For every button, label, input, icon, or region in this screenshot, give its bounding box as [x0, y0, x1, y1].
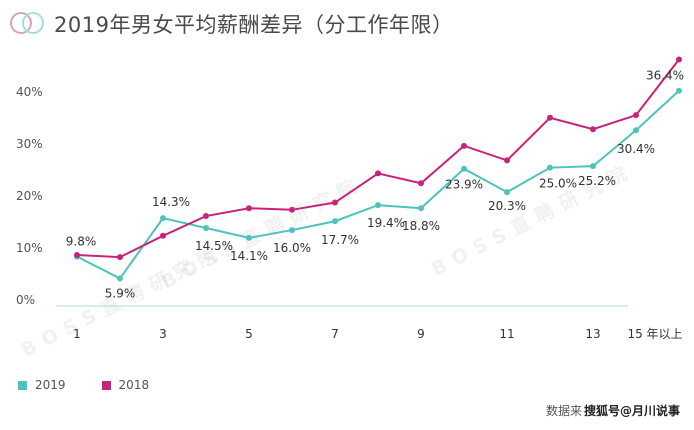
data-point-2018: [633, 112, 639, 119]
data-label-2019: 16.0%: [273, 241, 311, 255]
data-point-2018: [203, 213, 209, 220]
data-point-2018: [547, 114, 553, 121]
x-tick-label: 3: [159, 327, 167, 341]
data-point-2019: [590, 163, 596, 170]
legend-label-2018: 2018: [118, 378, 150, 392]
logo-icon: [8, 9, 48, 39]
data-point-2018: [504, 157, 510, 164]
data-label-2019: 14.1%: [230, 249, 268, 263]
data-label-2018: 36.4%: [646, 69, 684, 83]
data-point-2018: [160, 232, 166, 239]
data-label-2019: 25.0%: [539, 177, 577, 191]
chart-title: 2019年男女平均薪酬差异（分工作年限）: [54, 13, 454, 37]
data-point-2019: [160, 215, 166, 222]
data-point-2019: [246, 234, 252, 241]
data-point-2019: [203, 225, 209, 231]
data-label-2019: 25.2%: [578, 174, 616, 188]
legend-swatch-2019: [18, 380, 27, 390]
x-tick-label: 7: [331, 327, 339, 341]
data-point-2018: [375, 170, 381, 177]
data-point-2018: [246, 205, 252, 212]
data-point-2019: [547, 164, 553, 171]
data-point-2018: [74, 252, 80, 259]
x-tick-label: 5: [245, 327, 253, 341]
data-point-2018: [590, 126, 596, 133]
source-note: 数据来 搜狐号@月川说事: [546, 402, 680, 419]
x-tick-label: 11: [499, 327, 514, 341]
data-point-2018: [418, 180, 424, 187]
data-point-2018: [676, 56, 682, 63]
data-point-2019: [289, 227, 295, 234]
data-label-2019: 14.5%: [195, 239, 233, 253]
legend-label-2019: 2019: [35, 378, 66, 392]
x-tick-label: 1: [73, 327, 81, 341]
data-point-2019: [461, 165, 467, 172]
data-label-2019: 19.4%: [367, 216, 405, 230]
data-label-2019: 20.3%: [488, 199, 526, 213]
y-tick-label: 40%: [16, 85, 43, 99]
legend: 2019 2018: [18, 378, 185, 392]
data-label-2019: 30.4%: [617, 142, 655, 156]
x-tick-label: 15 年以上: [627, 327, 682, 341]
data-point-2019: [375, 202, 381, 209]
data-point-2019: [117, 275, 123, 282]
data-point-2018: [332, 199, 338, 206]
data-label-2019: 18.8%: [402, 219, 440, 233]
legend-item-2018: 2018: [101, 378, 150, 392]
data-point-2019: [504, 189, 510, 196]
data-point-2019: [332, 218, 338, 225]
y-tick-label: 0%: [16, 293, 35, 307]
data-point-2018: [289, 206, 295, 213]
y-tick-label: 20%: [16, 189, 43, 203]
x-tick-label: 13: [585, 327, 600, 341]
data-point-2019: [676, 87, 682, 94]
data-label-2019: 5.9%: [105, 286, 136, 300]
logo-circle-teal: [22, 12, 44, 34]
data-label-2019: 17.7%: [321, 233, 359, 247]
data-point-2018: [461, 142, 467, 149]
y-tick-label: 10%: [16, 241, 43, 255]
data-label-2019: 23.9%: [445, 178, 483, 192]
x-tick-label: 9: [417, 327, 425, 341]
data-point-2019: [633, 127, 639, 134]
source-text: 数据来: [545, 404, 582, 418]
title-row: 2019年男女平均薪酬差异（分工作年限）: [8, 6, 453, 42]
data-point-2018: [117, 254, 123, 261]
data-label-2019: 14.3%: [152, 195, 190, 209]
legend-swatch-2018: [101, 380, 111, 390]
legend-item-2019: 2019: [18, 378, 66, 392]
sohu-watermark: 搜狐号@月川说事: [583, 404, 680, 418]
y-tick-label: 30%: [16, 137, 43, 151]
data-label-2019: 9.8%: [66, 235, 97, 249]
data-point-2019: [418, 205, 424, 212]
